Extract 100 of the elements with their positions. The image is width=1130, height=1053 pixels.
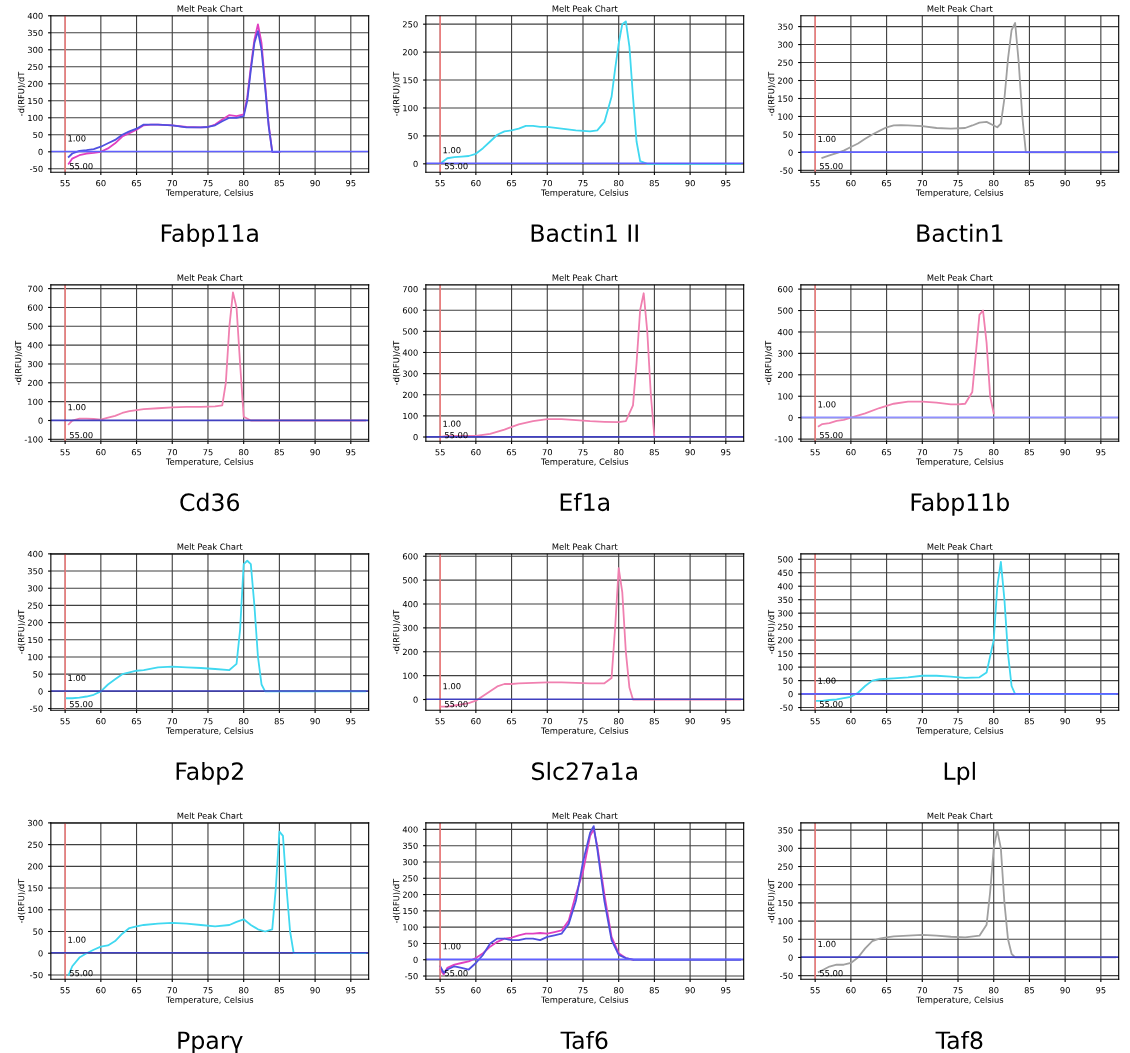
y-tick-label: 600 <box>27 304 43 311</box>
y-tick-label: 400 <box>402 826 418 833</box>
x-tick-label: 95 <box>1096 179 1106 187</box>
text: Slc27a1a <box>532 761 637 781</box>
y-tick-label: 300 <box>27 46 43 54</box>
x-tick-label: 85 <box>649 987 659 994</box>
x-tick-label: 75 <box>578 987 588 994</box>
y-tick-label: 200 <box>777 881 793 888</box>
y-tick-label: 50 <box>783 677 793 684</box>
x-tick-label: 90 <box>310 718 320 725</box>
x-tick-label: 75 <box>203 449 213 456</box>
x-tick-label: 55 <box>435 718 445 725</box>
x-tick-label: 80 <box>238 179 249 187</box>
y-tick-label: -50 <box>780 972 793 979</box>
x-tick-label: 80 <box>988 718 999 725</box>
x-tick-label: 90 <box>1060 718 1070 725</box>
text: Bactin1 <box>917 223 1003 243</box>
y-tick-label: 300 <box>777 41 793 48</box>
y-tick-label: 200 <box>777 637 793 644</box>
y-tick-label: 250 <box>27 63 43 71</box>
text: Ef1a <box>560 492 609 512</box>
x-tick-label: 55 <box>810 987 820 994</box>
x-tick-label: 85 <box>649 718 659 725</box>
y-tick-label: 300 <box>402 624 418 632</box>
y-tick-label: 100 <box>28 653 43 661</box>
y-tick-label: 300 <box>777 610 793 617</box>
text: Pparγ <box>178 1031 243 1053</box>
y-tick-label: 0 <box>788 691 793 698</box>
x-axis-title: Temperature, Celsius <box>540 189 629 198</box>
text: Cd36 <box>180 492 240 512</box>
y-tick-label: 200 <box>777 371 793 379</box>
x-tick-label: 70 <box>917 718 928 725</box>
x-tick-label: 70 <box>542 179 553 187</box>
x-tick-label: 85 <box>274 718 284 725</box>
y-tick-label: 300 <box>27 360 43 368</box>
x-tick-label: 60 <box>96 987 106 994</box>
y-tick-label: 50 <box>33 131 43 139</box>
x-tick-label: 55 <box>435 180 445 187</box>
y-tick-label: 0 <box>38 148 43 156</box>
x-tick-label: 70 <box>167 449 178 456</box>
x-tick-label: 95 <box>1096 987 1106 994</box>
y-tick-label: 200 <box>402 648 418 656</box>
ref-line-label: 55.00 <box>444 700 468 708</box>
x-tick-label: 95 <box>721 449 731 456</box>
x-axis-title: Temperature, Celsius <box>915 458 1004 467</box>
x-tick-label: 75 <box>203 718 213 725</box>
y-tick-label: 200 <box>27 379 43 387</box>
y-tick-label: 50 <box>783 131 793 138</box>
ref-line-label: 1.00 <box>818 135 836 143</box>
y-tick-label: 350 <box>27 568 43 575</box>
x-axis-title: Temperature, Celsius <box>915 727 1004 736</box>
x-axis-title: Temperature, Celsius <box>540 458 629 467</box>
y-axis-title: -d(RFU)/dT <box>767 878 776 924</box>
x-tick-label: 75 <box>953 449 963 456</box>
y-tick-label: 300 <box>402 858 418 866</box>
x-tick-label: 80 <box>238 449 249 456</box>
ref-line-label: 1.00 <box>443 683 461 690</box>
y-tick-label: 0 <box>38 950 43 957</box>
y-tick-label: 200 <box>402 49 418 56</box>
x-tick-label: 65 <box>131 449 142 456</box>
y-tick-label: 500 <box>402 328 418 335</box>
y-tick-label: 200 <box>402 891 418 898</box>
y-tick-label: 250 <box>777 59 793 66</box>
y-tick-label: 0 <box>788 954 793 961</box>
x-tick-label: 90 <box>1060 987 1070 994</box>
x-tick-label: 85 <box>274 179 284 187</box>
x-tick-label: 80 <box>613 179 624 187</box>
ref-line-label: 55.00 <box>819 431 843 439</box>
y-tick-label: 400 <box>27 550 43 558</box>
x-tick-label: 75 <box>203 180 213 187</box>
y-tick-label: 50 <box>408 940 418 947</box>
ref-line-label: 55.00 <box>444 969 468 977</box>
x-tick-label: 70 <box>917 179 928 187</box>
y-tick-label: 100 <box>403 412 418 420</box>
y-tick-label: 100 <box>28 398 43 405</box>
ref-line-label: 1.00 <box>443 147 461 154</box>
x-tick-label: 80 <box>613 718 624 725</box>
x-tick-label: 80 <box>613 449 624 456</box>
y-tick-label: 0 <box>788 149 793 156</box>
line-series <box>439 20 742 165</box>
x-tick-label: 95 <box>346 449 356 456</box>
x-tick-label: 65 <box>881 987 892 994</box>
x-tick-label: 95 <box>346 718 356 725</box>
y-tick-label: 100 <box>403 104 418 112</box>
x-tick-label: 90 <box>685 449 695 456</box>
x-tick-label: 65 <box>506 449 517 456</box>
x-tick-label: 90 <box>1060 179 1070 187</box>
x-tick-label: 70 <box>542 718 553 725</box>
x-tick-label: 85 <box>274 987 284 994</box>
chart-title: Melt Peak Chart <box>177 543 243 550</box>
x-tick-label: 65 <box>881 718 892 725</box>
x-axis-title: Temperature, Celsius <box>165 458 254 467</box>
ref-line-label: 1.00 <box>68 936 86 943</box>
y-tick-label: 200 <box>777 77 793 84</box>
y-tick-label: 300 <box>777 845 793 852</box>
x-tick-label: 95 <box>1096 449 1106 456</box>
ref-line-label: 1.00 <box>443 420 461 427</box>
y-tick-label: -100 <box>774 436 793 443</box>
x-tick-label: 90 <box>685 718 695 725</box>
x-tick-label: 85 <box>274 449 284 456</box>
